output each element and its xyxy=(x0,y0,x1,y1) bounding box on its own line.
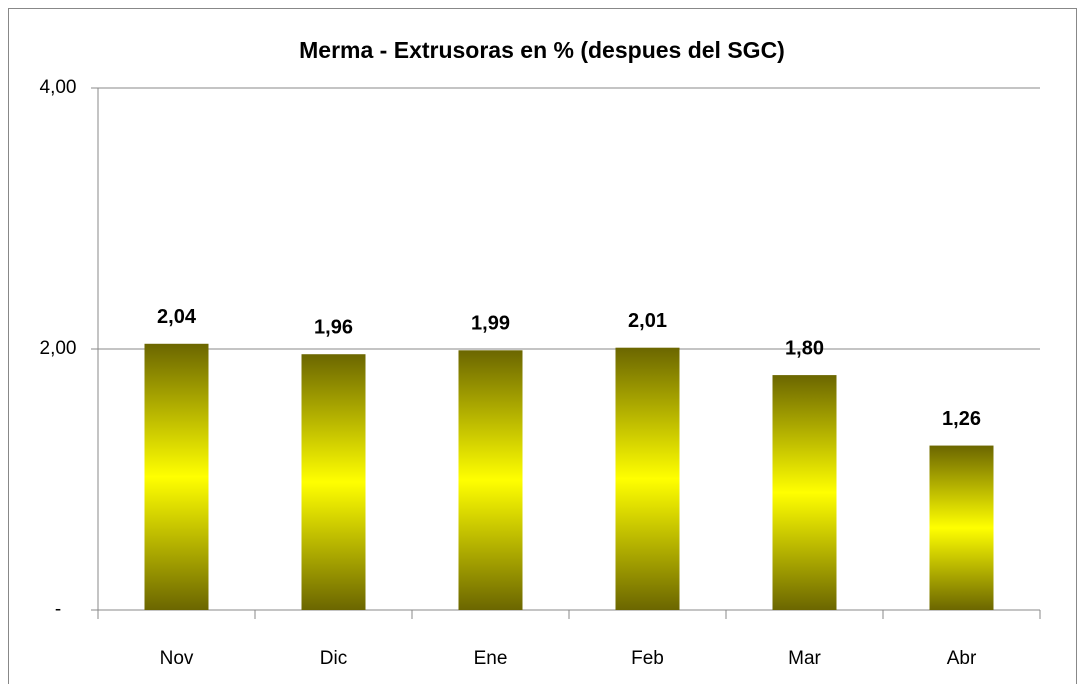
x-tick-label: Feb xyxy=(631,648,664,669)
data-label: 1,96 xyxy=(314,317,353,339)
x-tick-label: Dic xyxy=(320,648,347,669)
bar xyxy=(144,343,209,610)
y-tick-label: 4,00 xyxy=(40,77,77,98)
x-tick-label: Abr xyxy=(947,648,977,669)
data-label: 1,80 xyxy=(785,337,824,359)
data-label: 2,04 xyxy=(157,306,197,328)
y-tick-label: - xyxy=(55,599,61,620)
bar xyxy=(301,354,366,610)
x-tick-label: Mar xyxy=(788,648,821,669)
data-label: 1,26 xyxy=(942,408,981,430)
data-label: 1,99 xyxy=(471,313,510,335)
chart-title: Merma - Extrusoras en % (despues del SGC… xyxy=(299,37,785,63)
y-tick-label: 2,00 xyxy=(40,338,77,359)
data-label: 2,01 xyxy=(628,310,667,332)
bar xyxy=(772,375,837,610)
bar xyxy=(458,350,523,610)
bar xyxy=(929,445,994,610)
bar xyxy=(615,347,680,610)
x-tick-label: Nov xyxy=(160,648,194,669)
x-tick-label: Ene xyxy=(474,648,508,669)
